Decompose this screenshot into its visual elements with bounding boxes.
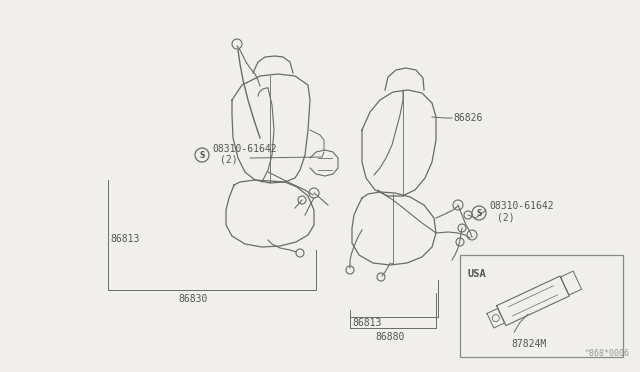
Text: 86880: 86880 — [375, 332, 404, 342]
Text: 86826: 86826 — [453, 113, 483, 123]
Text: (2): (2) — [220, 155, 237, 165]
Text: 87824M: 87824M — [511, 339, 547, 349]
Text: 08310-61642: 08310-61642 — [212, 144, 276, 154]
Bar — [460, 255, 623, 357]
Text: (2): (2) — [497, 213, 515, 223]
Text: 86830: 86830 — [178, 294, 207, 304]
Text: 86813: 86813 — [110, 234, 140, 244]
Text: S: S — [199, 151, 205, 160]
Text: 08310-61642: 08310-61642 — [489, 201, 554, 211]
Text: ^868*0006: ^868*0006 — [585, 349, 630, 358]
Text: USA: USA — [467, 269, 486, 279]
Text: S: S — [476, 208, 482, 218]
Text: 86813: 86813 — [352, 318, 381, 328]
